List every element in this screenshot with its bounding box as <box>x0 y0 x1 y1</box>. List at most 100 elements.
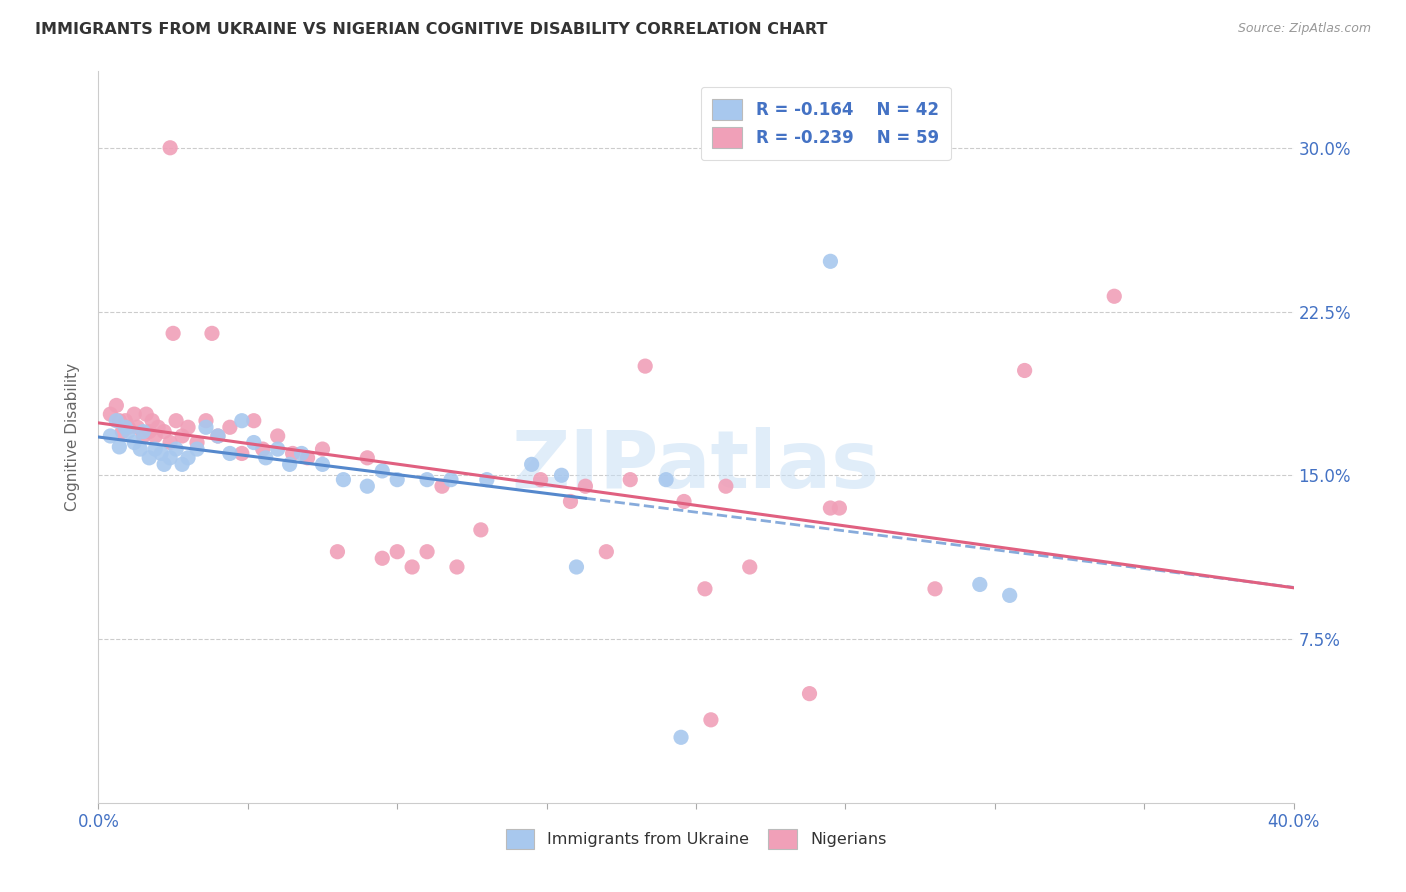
Point <box>159 450 181 465</box>
Point <box>430 479 453 493</box>
Point <box>135 407 157 421</box>
Text: ZIPatlas: ZIPatlas <box>512 427 880 506</box>
Point <box>207 429 229 443</box>
Point <box>132 425 155 439</box>
Point <box>470 523 492 537</box>
Point <box>416 545 439 559</box>
Point <box>98 407 122 421</box>
Point <box>828 501 851 516</box>
Point <box>475 473 498 487</box>
Point <box>132 429 155 443</box>
Y-axis label: Cognitive Disability: Cognitive Disability <box>65 363 80 511</box>
Text: Source: ZipAtlas.com: Source: ZipAtlas.com <box>1237 22 1371 36</box>
Point <box>574 479 596 493</box>
Point <box>172 458 194 472</box>
Legend: Immigrants from Ukraine, Nigerians: Immigrants from Ukraine, Nigerians <box>495 818 897 861</box>
Point <box>267 442 290 456</box>
Point <box>356 479 378 493</box>
Point <box>371 464 394 478</box>
Point <box>820 501 842 516</box>
Point <box>530 473 553 487</box>
Point <box>138 425 160 439</box>
Point <box>254 450 277 465</box>
Point <box>998 588 1021 602</box>
Point <box>201 326 224 341</box>
Point <box>738 560 761 574</box>
Point <box>655 473 678 487</box>
Point <box>231 446 253 460</box>
Point <box>1014 363 1036 377</box>
Point <box>669 731 692 745</box>
Point <box>565 560 588 574</box>
Point <box>416 473 439 487</box>
Point <box>150 446 173 460</box>
Point <box>143 429 166 443</box>
Point <box>207 429 229 443</box>
Point <box>117 420 139 434</box>
Point <box>231 414 253 428</box>
Point <box>186 435 208 450</box>
Point <box>326 545 349 559</box>
Point <box>143 442 166 456</box>
Point <box>243 435 266 450</box>
Point <box>693 582 716 596</box>
Point <box>195 420 218 434</box>
Point <box>714 479 737 493</box>
Point <box>186 442 208 456</box>
Point <box>673 494 696 508</box>
Point <box>98 429 122 443</box>
Point <box>129 442 152 456</box>
Point <box>291 446 314 460</box>
Point <box>105 399 128 413</box>
Point <box>127 420 149 434</box>
Point <box>446 560 468 574</box>
Point <box>560 494 582 508</box>
Point <box>108 440 131 454</box>
Point <box>820 254 842 268</box>
Point <box>138 450 160 465</box>
Point <box>700 713 723 727</box>
Point <box>297 450 319 465</box>
Point <box>550 468 572 483</box>
Point <box>281 446 304 460</box>
Point <box>267 429 290 443</box>
Point <box>252 442 274 456</box>
Point <box>141 414 163 428</box>
Point <box>165 414 187 428</box>
Point <box>1104 289 1126 303</box>
Point <box>177 450 200 465</box>
Point <box>114 420 136 434</box>
Point <box>371 551 394 566</box>
Point <box>153 425 176 439</box>
Point <box>969 577 991 591</box>
Point <box>311 442 333 456</box>
Point <box>332 473 354 487</box>
Point <box>111 425 134 439</box>
Point <box>153 458 176 472</box>
Point <box>165 442 187 456</box>
Point <box>124 435 146 450</box>
Point <box>619 473 641 487</box>
Point <box>159 141 181 155</box>
Point <box>162 326 184 341</box>
Point <box>595 545 617 559</box>
Point <box>520 458 543 472</box>
Point <box>634 359 657 373</box>
Point <box>440 473 463 487</box>
Point <box>356 450 378 465</box>
Point <box>799 687 821 701</box>
Point <box>114 414 136 428</box>
Point <box>385 473 409 487</box>
Point <box>177 420 200 434</box>
Text: IMMIGRANTS FROM UKRAINE VS NIGERIAN COGNITIVE DISABILITY CORRELATION CHART: IMMIGRANTS FROM UKRAINE VS NIGERIAN COGN… <box>35 22 828 37</box>
Point <box>124 407 146 421</box>
Point <box>105 414 128 428</box>
Point <box>159 435 181 450</box>
Point <box>385 545 409 559</box>
Point <box>195 414 218 428</box>
Point <box>401 560 423 574</box>
Point <box>278 458 301 472</box>
Point <box>219 420 242 434</box>
Point <box>117 425 139 439</box>
Point <box>311 458 333 472</box>
